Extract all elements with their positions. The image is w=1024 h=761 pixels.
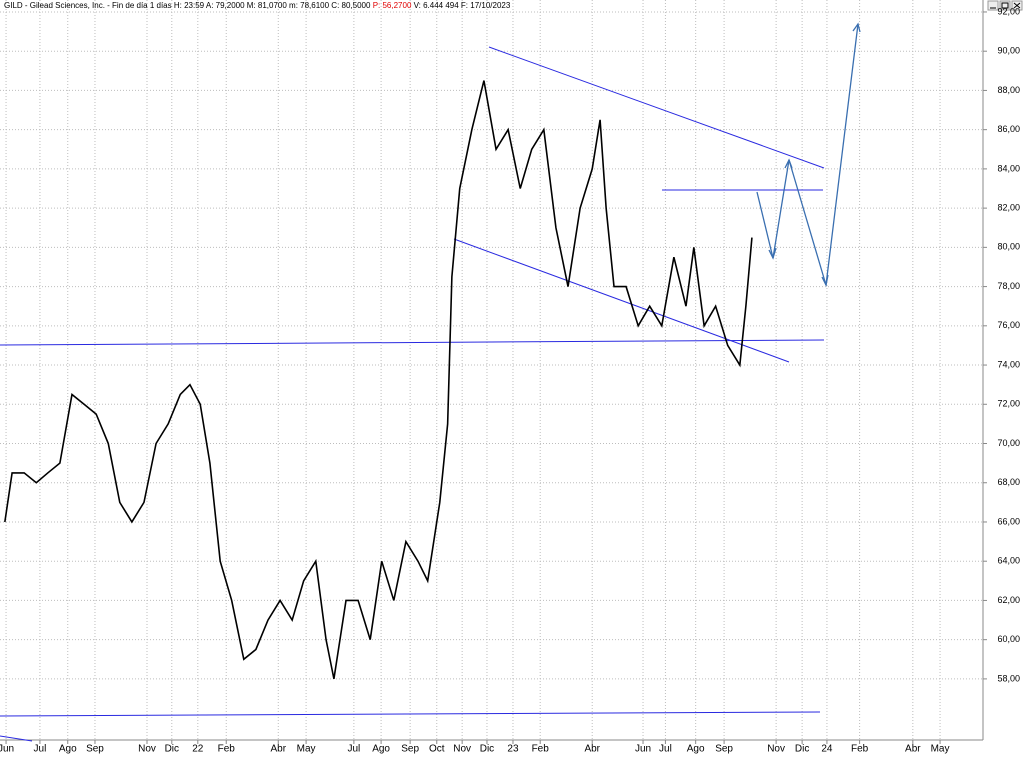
channel-top <box>488 46 825 169</box>
x-tick-label: Ago <box>59 744 77 755</box>
x-tick-label: Jun <box>0 744 14 755</box>
y-tick-label: 82,00 <box>997 202 1020 212</box>
y-tick-label: 86,00 <box>997 124 1020 134</box>
x-tick-label: Abr <box>270 744 286 755</box>
x-tick-label: Oct <box>429 744 445 755</box>
x-tick-label: Abr <box>584 744 600 755</box>
header-text: GILD - Gilead Sciences, Inc. - Fin de dí… <box>4 1 371 10</box>
header-text: V: 6.444 494 F: 17/10/2023 <box>414 1 511 10</box>
x-tick-label: Feb <box>851 744 869 755</box>
x-tick-label: Dic <box>795 744 809 755</box>
grid <box>0 0 983 740</box>
x-tick-label: Dic <box>165 744 179 755</box>
header-p: P: 56,2700 <box>373 1 412 10</box>
x-tick-label: Dic <box>480 744 494 755</box>
icon <box>1013 2 1021 9</box>
trend-line <box>0 735 33 742</box>
x-tick-label: 22 <box>192 744 204 755</box>
y-tick-label: 58,00 <box>997 673 1020 683</box>
channel-bottom <box>453 238 790 363</box>
x-tick-label: Ago <box>687 744 705 755</box>
arrow-head <box>784 158 793 169</box>
arrow-head <box>821 274 829 287</box>
y-tick-label: 84,00 <box>997 163 1020 173</box>
price-line <box>4 80 753 680</box>
x-tick-label: Feb <box>218 744 236 755</box>
y-tick-label: 68,00 <box>997 477 1020 487</box>
y-tick-label: 62,00 <box>997 595 1020 605</box>
arrow-head <box>852 22 861 33</box>
x-tick-label: Sep <box>401 744 419 755</box>
y-tick-label: 90,00 <box>997 46 1020 56</box>
x-tick-label: May <box>297 744 316 755</box>
x-tick-label: 23 <box>507 744 519 755</box>
y-tick-label: 64,00 <box>997 556 1020 566</box>
y-tick-label: 92,00 <box>997 6 1020 16</box>
y-tick-label: 74,00 <box>997 359 1020 369</box>
y-tick-label: 76,00 <box>997 320 1020 330</box>
y-tick-label: 88,00 <box>997 85 1020 95</box>
y-tick-label: 78,00 <box>997 281 1020 291</box>
maximize-button[interactable] <box>999 0 1011 11</box>
y-tick-label: 66,00 <box>997 516 1020 526</box>
window-buttons[interactable] <box>987 0 1023 11</box>
support-line <box>0 339 825 346</box>
x-tick-label: Nov <box>767 744 785 755</box>
header: GILD - Gilead Sciences, Inc. - Fin de dí… <box>4 1 511 10</box>
x-tick-label: Jul <box>34 744 47 755</box>
x-tick-label: Feb <box>532 744 550 755</box>
x-tick-label: Sep <box>86 744 104 755</box>
x-tick-label: May <box>931 744 950 755</box>
x-tick-label: Jul <box>347 744 360 755</box>
y-tick-label: 60,00 <box>997 634 1020 644</box>
x-tick-label: Ago <box>372 744 390 755</box>
x-tick-label: Jul <box>659 744 672 755</box>
y-tick-label: 72,00 <box>997 399 1020 409</box>
x-tick-label: Nov <box>138 744 156 755</box>
support-line <box>0 711 821 717</box>
arrow-head <box>768 247 777 260</box>
x-tick-label: Abr <box>905 744 921 755</box>
x-tick-label: 24 <box>821 744 833 755</box>
y-tick-label: 70,00 <box>997 438 1020 448</box>
minimize-button[interactable] <box>987 0 999 11</box>
x-tick-label: Sep <box>715 744 733 755</box>
icon <box>1001 2 1009 9</box>
annotations <box>0 22 861 742</box>
y-tick-label: 80,00 <box>997 242 1020 252</box>
x-tick-label: Jun <box>635 744 651 755</box>
x-tick-label: Nov <box>453 744 471 755</box>
